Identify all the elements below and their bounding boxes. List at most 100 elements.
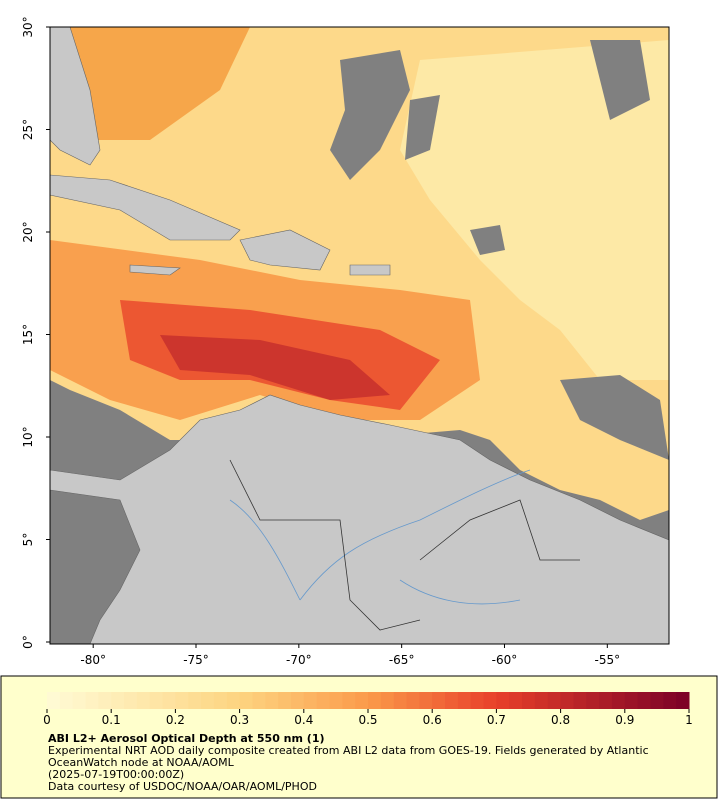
lon-tick-label: -60° (492, 653, 518, 667)
colorbar-step (355, 692, 369, 709)
colorbar-step (380, 692, 395, 709)
colorbar-tick-label: 0.4 (294, 713, 313, 727)
colorbar-step (534, 692, 549, 709)
colorbar-step (265, 692, 279, 709)
lon-tick-label: -65° (389, 653, 415, 667)
colorbar-step (560, 692, 574, 709)
border (229, 459, 421, 631)
colorbar-step (637, 692, 651, 709)
colorbar-step (368, 692, 382, 709)
colorbar-step (278, 692, 292, 709)
colorbar-step (290, 692, 305, 709)
colorbar-step (111, 692, 125, 709)
hispaniola (239, 229, 331, 271)
gap (560, 375, 669, 460)
gap (470, 225, 505, 255)
colorbar-tick-label: 0 (43, 713, 51, 727)
colorbar-step (175, 692, 189, 709)
land (49, 26, 670, 645)
gap (405, 95, 440, 160)
colorbar-step (663, 692, 677, 709)
lat-tick-label: 20° (21, 221, 35, 242)
colorbar-step (509, 692, 523, 709)
colorbar-tick-label: 0.3 (230, 713, 249, 727)
colorbar-step (226, 692, 241, 709)
colorbar-step (59, 692, 74, 709)
colorbar-step (329, 692, 343, 709)
aerosol-low (400, 40, 669, 380)
colorbar-step (650, 692, 664, 709)
colorbar-step (85, 692, 99, 709)
colorbar-step (393, 692, 408, 709)
colorbar-step (213, 692, 228, 709)
gap (590, 40, 650, 120)
cuba (49, 174, 241, 241)
lon-tick-label: -80° (80, 653, 106, 667)
lat-tick-label: 15° (21, 324, 35, 345)
caption-line: Experimental NRT AOD daily composite cre… (48, 744, 649, 757)
colorbar-step (611, 692, 626, 709)
lat-tick-label: 25° (21, 119, 35, 140)
river (299, 469, 531, 601)
lon-tick-label: -75° (183, 653, 209, 667)
lat-tick-label: 30° (21, 16, 35, 37)
rivers (229, 469, 531, 605)
colorbar-tick-label: 0.8 (551, 713, 570, 727)
colorbar-step (599, 692, 613, 709)
lat-tick-label: 10° (21, 426, 35, 447)
colorbar-step (316, 692, 330, 709)
colorbar-step (432, 692, 446, 709)
caption-title: ABI L2+ Aerosol Optical Depth at 550 nm … (48, 732, 325, 745)
borders (229, 459, 580, 631)
colorbar-step (496, 692, 510, 709)
colorbar-step (136, 692, 151, 709)
colorbar-step (239, 692, 253, 709)
colorbar-step (406, 692, 420, 709)
colorbar-tick-label: 0.6 (423, 713, 442, 727)
lat-tick-label: 5° (21, 533, 35, 547)
colorbar-step (252, 692, 266, 709)
colorbar-tick-label: 1 (685, 713, 693, 727)
south-america (49, 394, 670, 645)
colorbar-step (303, 692, 318, 709)
caption-line: (2025-07-19T00:00:00Z) (48, 768, 184, 781)
colorbar-step (470, 692, 485, 709)
colorbar-step (676, 692, 690, 709)
colorbar-step (188, 692, 202, 709)
river (399, 579, 521, 605)
colorbar-tick-label: 0.5 (358, 713, 377, 727)
border (419, 499, 580, 561)
colorbar-step (573, 692, 587, 709)
florida (49, 26, 101, 166)
colorbar-tick-label: 0.2 (166, 713, 185, 727)
colorbar-step (47, 692, 61, 709)
colorbar-step (201, 692, 215, 709)
colorbar-step (483, 692, 497, 709)
aerosol-very-high (160, 335, 390, 400)
colorbar-step (624, 692, 639, 709)
map (49, 26, 670, 645)
colorbar-tick-label: 0.1 (102, 713, 121, 727)
colorbar-tick-label: 0.7 (487, 713, 506, 727)
colorbar-step (445, 692, 459, 709)
colorbar-step (547, 692, 562, 709)
colorbar-step (124, 692, 138, 709)
colorbar-step (419, 692, 433, 709)
caption-line: Data courtesy of USDOC/NOAA/OAR/AOML/PHO… (48, 780, 317, 793)
cloud-gaps (330, 40, 669, 460)
jamaica (129, 264, 181, 276)
gap (330, 50, 410, 180)
colorbar-step (149, 692, 164, 709)
caption-line: OceanWatch node at NOAA/AOML (48, 756, 235, 769)
colorbar-step (522, 692, 536, 709)
aerosol-mid (50, 27, 250, 140)
lon-tick-label: -70° (286, 653, 312, 667)
colorbar-step (586, 692, 600, 709)
colorbar-tick-label: 0.9 (615, 713, 634, 727)
colorbar-step (457, 692, 472, 709)
puerto-rico (349, 264, 391, 276)
colorbar-step (162, 692, 176, 709)
lat-tick-label: 0° (21, 635, 35, 649)
lon-tick-label: -55° (595, 653, 621, 667)
